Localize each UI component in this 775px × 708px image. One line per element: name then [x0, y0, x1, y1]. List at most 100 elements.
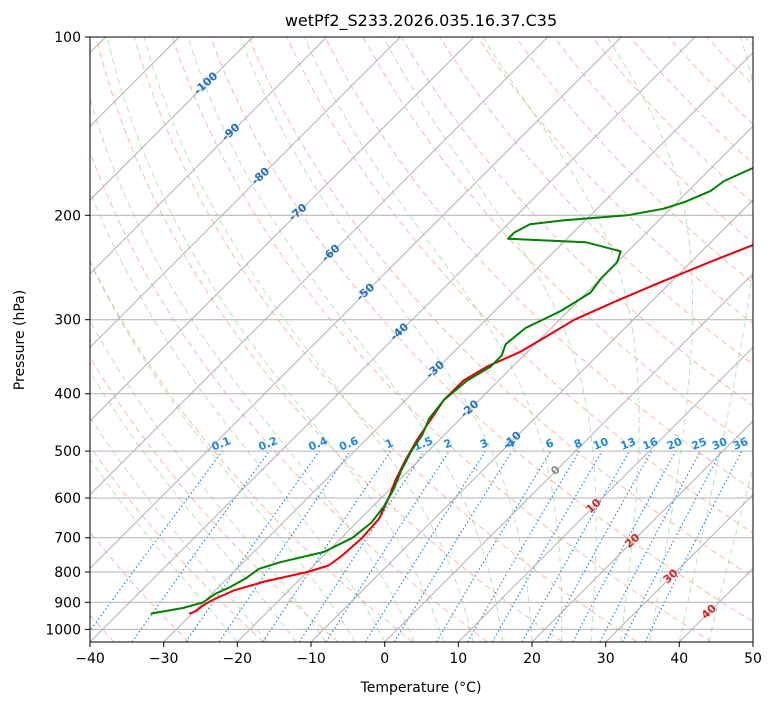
mixing-ratio-line — [131, 450, 270, 642]
mixing-ratio-label: 3 — [478, 436, 490, 451]
chart-title: wetPf2_S233.2026.035.16.37.C35 — [285, 11, 557, 31]
mixing-ratio-label: 30 — [710, 435, 729, 453]
plot-frame — [89, 36, 754, 643]
x-tick-label: −40 — [75, 651, 105, 667]
dry-adiabat-line — [90, 259, 414, 642]
dry-adiabat-line — [248, 37, 753, 578]
mixing-ratio-line — [298, 450, 425, 642]
x-tick-label: 10 — [449, 651, 467, 667]
moist-adiabat-line — [143, 37, 474, 642]
moist-adiabat-line — [187, 37, 503, 642]
mixing-ratio-line — [218, 450, 351, 642]
mixing-ratio-label: 8 — [572, 436, 584, 451]
moist-adiabat-line — [90, 370, 297, 642]
isobar-gridlines — [90, 37, 753, 630]
mixing-ratio-label: 25 — [690, 435, 709, 453]
moist-adiabat-line — [90, 319, 327, 642]
mixing-ratio-line — [545, 450, 653, 642]
x-tick-label: 0 — [380, 651, 389, 667]
mixing-ratio-line — [521, 450, 631, 642]
isotherm-line — [90, 37, 696, 642]
isotherm-line — [457, 346, 753, 642]
moist-adiabat-line — [606, 37, 693, 642]
mixing-ratio-label: 1 — [383, 436, 395, 451]
dry-adiabat-line — [90, 356, 339, 642]
isotherm-line — [90, 37, 475, 422]
mixing-ratio-line — [262, 450, 392, 642]
moist-adiabat-line — [90, 189, 386, 642]
mixing-ratio-line — [644, 450, 743, 642]
moist-adiabat-line — [90, 458, 238, 642]
moist-adiabat-line — [239, 37, 533, 642]
isotherm-line — [310, 199, 753, 642]
isotherm-line — [605, 493, 753, 642]
mixing-ratio-label: 10 — [591, 435, 610, 453]
mixing-ratio-label: 13 — [619, 435, 638, 453]
series-line — [150, 166, 753, 615]
x-axis-label: Temperature (°C) — [360, 680, 482, 696]
isotherm-line — [90, 37, 401, 349]
dry-adiabat-line — [210, 37, 753, 623]
y-tick-label: 300 — [54, 313, 81, 329]
dry-adiabat-line — [515, 37, 753, 284]
y-axis-ticks: 100 200 300 400 500 600 700 800 900 1000 — [45, 30, 90, 638]
x-tick-label: −20 — [223, 651, 253, 667]
y-tick-label: 200 — [54, 208, 81, 224]
mixing-ratio-line — [393, 450, 513, 642]
moist-adiabat-line — [90, 260, 356, 642]
mixing-ratio-labels: 0.1 0.2 0.4 0.6 1 1.5 2 3 4 6 8 10 13 16 20 25 30 36 — [210, 434, 751, 453]
moist-adiabat-line — [708, 465, 753, 642]
x-tick-label: 20 — [523, 651, 541, 667]
mixing-ratio-line — [572, 450, 677, 642]
isotherm-line — [384, 272, 753, 642]
mixing-ratio-label: 16 — [641, 435, 660, 453]
dry-adiabat-line — [133, 37, 638, 642]
y-tick-label: 600 — [54, 491, 81, 507]
moist-adiabat-line — [482, 37, 640, 642]
y-axis-label: Pressure (hPa) — [12, 290, 28, 390]
mixing-ratio-label: 20 — [665, 435, 684, 453]
mixing-ratio-lines — [90, 450, 743, 642]
dry-adiabat-line — [95, 37, 563, 642]
y-tick-label: 100 — [54, 30, 81, 46]
moist-adiabat-line — [382, 37, 597, 642]
x-tick-label: −30 — [149, 651, 179, 667]
moist-adiabat-line — [106, 37, 445, 642]
sounding-series — [150, 166, 753, 615]
moist-adiabat-line — [303, 37, 563, 642]
x-axis-ticks: −40 −30 −20 −10 0 10 20 30 40 50 — [75, 642, 762, 667]
dry-adiabat-line — [286, 37, 753, 534]
dry-adiabat-line — [90, 445, 264, 642]
isotherm-line — [90, 37, 328, 275]
isotherm-line — [90, 37, 549, 496]
y-tick-label: 400 — [54, 387, 81, 403]
mixing-ratio-label: 2 — [442, 436, 454, 451]
plot-area: -100-90-80-70-60-50-40-30-20-10010203040… — [90, 37, 753, 642]
y-tick-label: 500 — [54, 444, 81, 460]
mixing-ratio-label: 36 — [731, 435, 750, 453]
y-tick-label: 1000 — [45, 622, 81, 638]
isotherm-line — [90, 37, 254, 201]
isotherm-line — [163, 51, 753, 642]
x-tick-label: 50 — [744, 651, 762, 667]
mixing-ratio-line — [185, 450, 320, 642]
dry-adiabat-line — [324, 37, 753, 491]
y-tick-label: 700 — [54, 531, 81, 547]
y-tick-label: 800 — [54, 565, 81, 581]
dry-adiabat-line — [171, 37, 712, 642]
x-tick-label: −10 — [296, 651, 326, 667]
series-line — [188, 243, 753, 615]
mixing-ratio-line — [325, 450, 450, 642]
y-tick-label: 900 — [54, 595, 81, 611]
moist-adiabats — [90, 37, 753, 642]
isotherm-line — [90, 37, 622, 570]
x-tick-label: 30 — [597, 651, 615, 667]
moist-adiabat-line — [90, 416, 268, 642]
moist-adiabat-line — [678, 37, 753, 642]
isotherm-line — [531, 420, 753, 642]
x-tick-label: 40 — [670, 651, 688, 667]
mixing-ratio-line — [90, 450, 223, 632]
dry-adiabats — [90, 37, 753, 642]
